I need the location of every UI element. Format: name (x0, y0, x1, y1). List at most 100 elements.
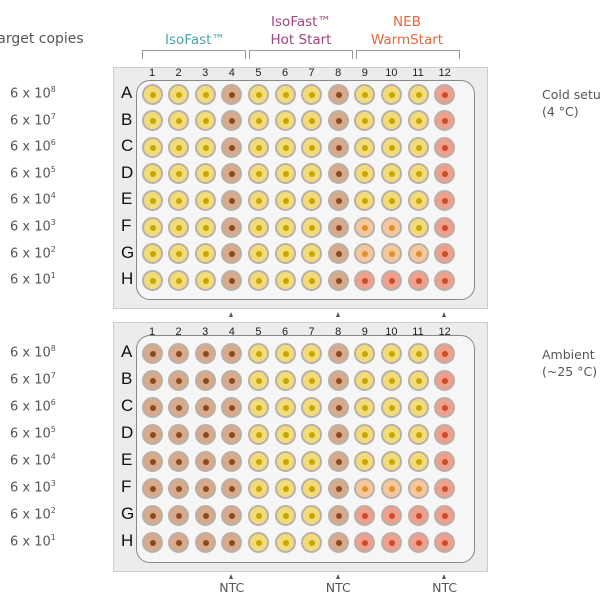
well-A6 (274, 83, 296, 105)
well-center (149, 404, 156, 411)
well-B3 (194, 110, 216, 132)
well-center (388, 512, 395, 519)
well-A5 (247, 342, 269, 364)
well-A9 (354, 342, 376, 364)
well-center (362, 431, 369, 438)
well-B11 (407, 110, 429, 132)
well-B7 (301, 110, 323, 132)
column-number: 12 (438, 67, 451, 79)
well-center (362, 350, 369, 357)
well-B8 (327, 369, 349, 391)
well-center (255, 171, 262, 178)
well-D3 (194, 423, 216, 445)
copies-exponent: 1 (50, 271, 56, 281)
well-center (176, 197, 183, 204)
column-number: 2 (175, 326, 182, 338)
well-center (255, 431, 262, 438)
well-H5 (247, 531, 269, 553)
well-center (388, 91, 395, 98)
well-center (149, 251, 156, 258)
well-center (309, 277, 316, 284)
well-A10 (380, 342, 402, 364)
well-center (388, 404, 395, 411)
well-E5 (247, 189, 269, 211)
well-D9 (354, 163, 376, 185)
well-C1 (141, 396, 163, 418)
well-center (255, 458, 262, 465)
well-center (415, 512, 422, 519)
column-number: 6 (281, 326, 289, 338)
copies-exponent: 5 (50, 164, 56, 174)
bracket-hot-start (249, 50, 353, 59)
well-A8 (327, 83, 349, 105)
well-B12 (434, 110, 456, 132)
well-D5 (247, 423, 269, 445)
well-B2 (168, 110, 190, 132)
well-B4 (221, 110, 243, 132)
well-center (442, 144, 449, 151)
copies-base: 6 x 10 (10, 534, 51, 550)
well-center (388, 350, 395, 357)
well-G4 (221, 504, 243, 526)
well-E11 (407, 189, 429, 211)
well-center (335, 118, 342, 125)
well-G2 (168, 243, 190, 265)
well-center (149, 171, 156, 178)
well-center (176, 539, 183, 546)
well-center (176, 431, 183, 438)
well-center (176, 224, 183, 231)
well-G3 (194, 504, 216, 526)
well-F12 (434, 216, 456, 238)
row-letter: F (121, 477, 132, 496)
row-letter: C (121, 136, 134, 156)
well-G11 (407, 243, 429, 265)
well-center (415, 277, 422, 284)
column-number: 11 (412, 326, 424, 338)
well-center (282, 224, 289, 231)
well-center (309, 118, 316, 125)
well-center (388, 144, 395, 151)
target-copies-value: 6 x 101 (10, 533, 56, 549)
well-center (229, 539, 236, 546)
column-number: 12 (438, 326, 451, 338)
row-letter: B (121, 369, 133, 388)
well-center (149, 377, 156, 384)
well-center (309, 91, 316, 98)
well-D7 (301, 163, 323, 185)
well-D3 (194, 163, 216, 185)
copies-exponent: 3 (50, 218, 56, 227)
ntc-arrow-icon (442, 312, 447, 317)
well-H9 (354, 531, 376, 553)
target-copies-value: 6 x 104 (10, 452, 56, 468)
well-center (362, 404, 369, 411)
well-center (229, 512, 236, 519)
well-center (176, 144, 183, 151)
well-H3 (194, 531, 216, 553)
well-center (415, 197, 422, 204)
well-F11 (407, 216, 429, 238)
copies-exponent: 6 (50, 398, 56, 407)
well-center (282, 144, 289, 151)
well-center (415, 118, 422, 125)
copies-exponent: 8 (50, 85, 56, 94)
well-center (388, 377, 395, 384)
well-center (442, 91, 449, 98)
well-center (442, 485, 449, 492)
well-F12 (434, 477, 456, 499)
well-F7 (301, 477, 323, 499)
well-C7 (301, 396, 323, 418)
well-center (282, 539, 289, 546)
well-center (229, 224, 236, 231)
well-center (442, 539, 449, 546)
well-center (362, 458, 369, 465)
row-letter: G (121, 242, 135, 262)
well-center (415, 144, 422, 151)
well-D9 (354, 423, 376, 445)
well-center (309, 458, 316, 465)
copies-exponent: 2 (50, 244, 56, 254)
well-C3 (194, 396, 216, 418)
well-center (282, 404, 289, 411)
well-H4 (221, 269, 243, 291)
well-A7 (301, 342, 323, 364)
well-E4 (221, 189, 243, 211)
